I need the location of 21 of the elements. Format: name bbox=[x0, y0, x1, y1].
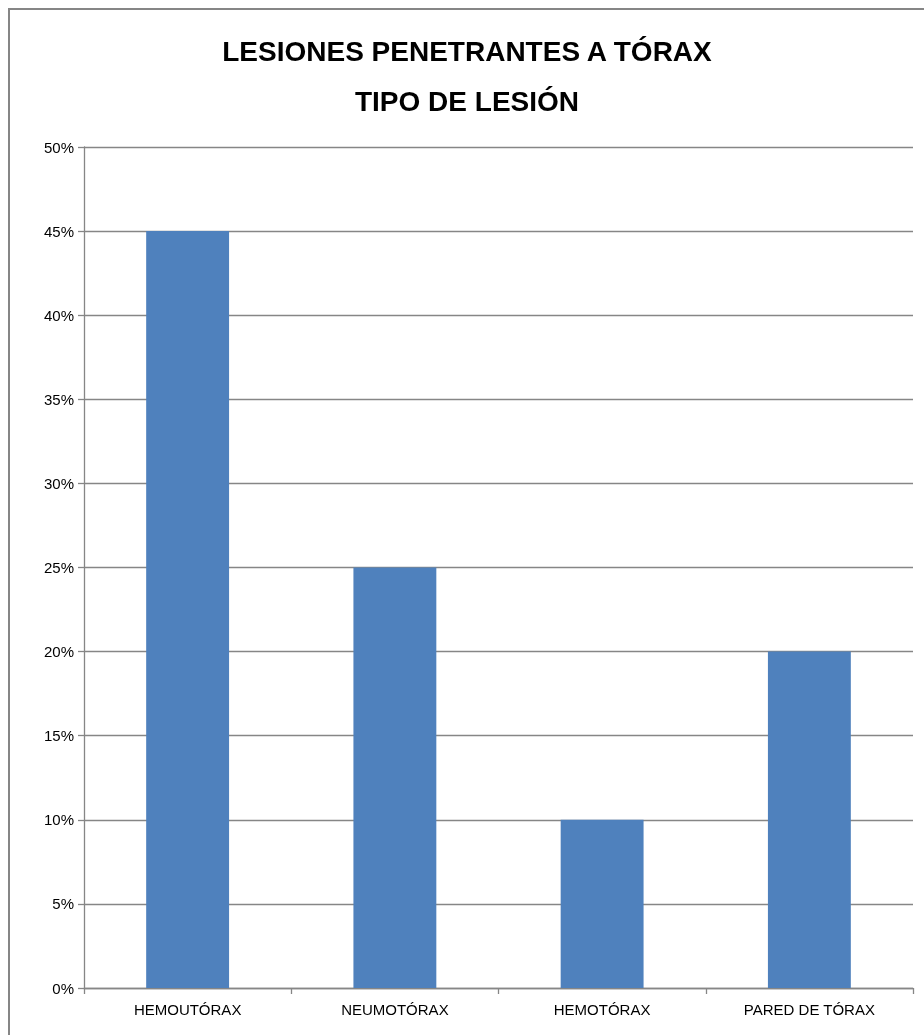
y-tick-label: 50% bbox=[43, 138, 74, 156]
bar bbox=[146, 231, 230, 988]
y-tick-label: 45% bbox=[43, 222, 74, 240]
y-tick-label: 35% bbox=[43, 390, 74, 408]
y-tick-label: 40% bbox=[43, 306, 74, 324]
x-tick-label: NEUMOTÓRAX bbox=[341, 1001, 449, 1018]
chart-title: LESIONES PENETRANTES A TÓRAX bbox=[222, 35, 713, 67]
bar bbox=[767, 651, 851, 988]
chart-subtitle: TIPO DE LESIÓN bbox=[354, 85, 580, 117]
y-tick-label: 25% bbox=[43, 559, 74, 576]
y-tick-label: 15% bbox=[43, 727, 74, 745]
y-tick-label: 0% bbox=[52, 979, 74, 997]
x-tick-label: PARED DE TÓRAX bbox=[743, 1001, 875, 1018]
y-tick-label: 10% bbox=[43, 811, 74, 829]
y-tick-label: 20% bbox=[43, 643, 74, 661]
y-tick-label: 30% bbox=[43, 474, 74, 492]
bar bbox=[353, 567, 437, 988]
bar bbox=[560, 819, 644, 988]
y-tick-label: 5% bbox=[52, 895, 74, 913]
x-tick-label: HEMOTÓRAX bbox=[553, 1001, 651, 1018]
x-tick-label: HEMOUTÓRAX bbox=[133, 1001, 242, 1018]
